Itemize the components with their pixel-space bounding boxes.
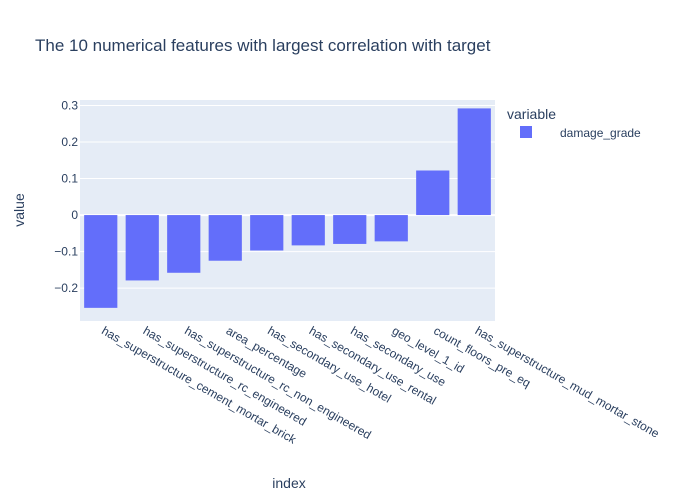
bar[interactable] xyxy=(208,215,242,261)
y-tick-label: −0.2 xyxy=(54,281,78,295)
bar[interactable] xyxy=(333,215,367,244)
y-tick-label: 0 xyxy=(71,208,78,222)
chart-title: The 10 numerical features with largest c… xyxy=(35,36,491,55)
x-tick-labels: has_superstructure_cement_mortar_brickha… xyxy=(99,323,662,447)
y-tick-label: 0.3 xyxy=(61,98,78,112)
y-tick-label: −0.1 xyxy=(54,245,78,259)
y-tick-label: 0.2 xyxy=(61,135,78,149)
bar[interactable] xyxy=(250,215,284,251)
legend-swatch[interactable] xyxy=(520,126,532,138)
y-axis-title: value xyxy=(11,193,27,227)
legend-label[interactable]: damage_grade xyxy=(560,126,641,140)
x-axis-title: index xyxy=(272,475,305,491)
bar[interactable] xyxy=(374,215,408,242)
bar[interactable] xyxy=(167,215,201,273)
bar[interactable] xyxy=(84,215,118,308)
legend-title: variable xyxy=(507,106,556,122)
y-tick-labels: −0.2 −0.1 0 0.1 0.2 0.3 xyxy=(54,98,78,295)
bar[interactable] xyxy=(125,215,159,281)
bar[interactable] xyxy=(457,108,491,216)
bars xyxy=(84,108,491,308)
x-tick-label: has_superstructure_mud_mortar_stone xyxy=(473,323,662,440)
bar[interactable] xyxy=(291,215,325,246)
y-tick-label: 0.1 xyxy=(61,172,78,186)
bar[interactable] xyxy=(416,170,450,216)
